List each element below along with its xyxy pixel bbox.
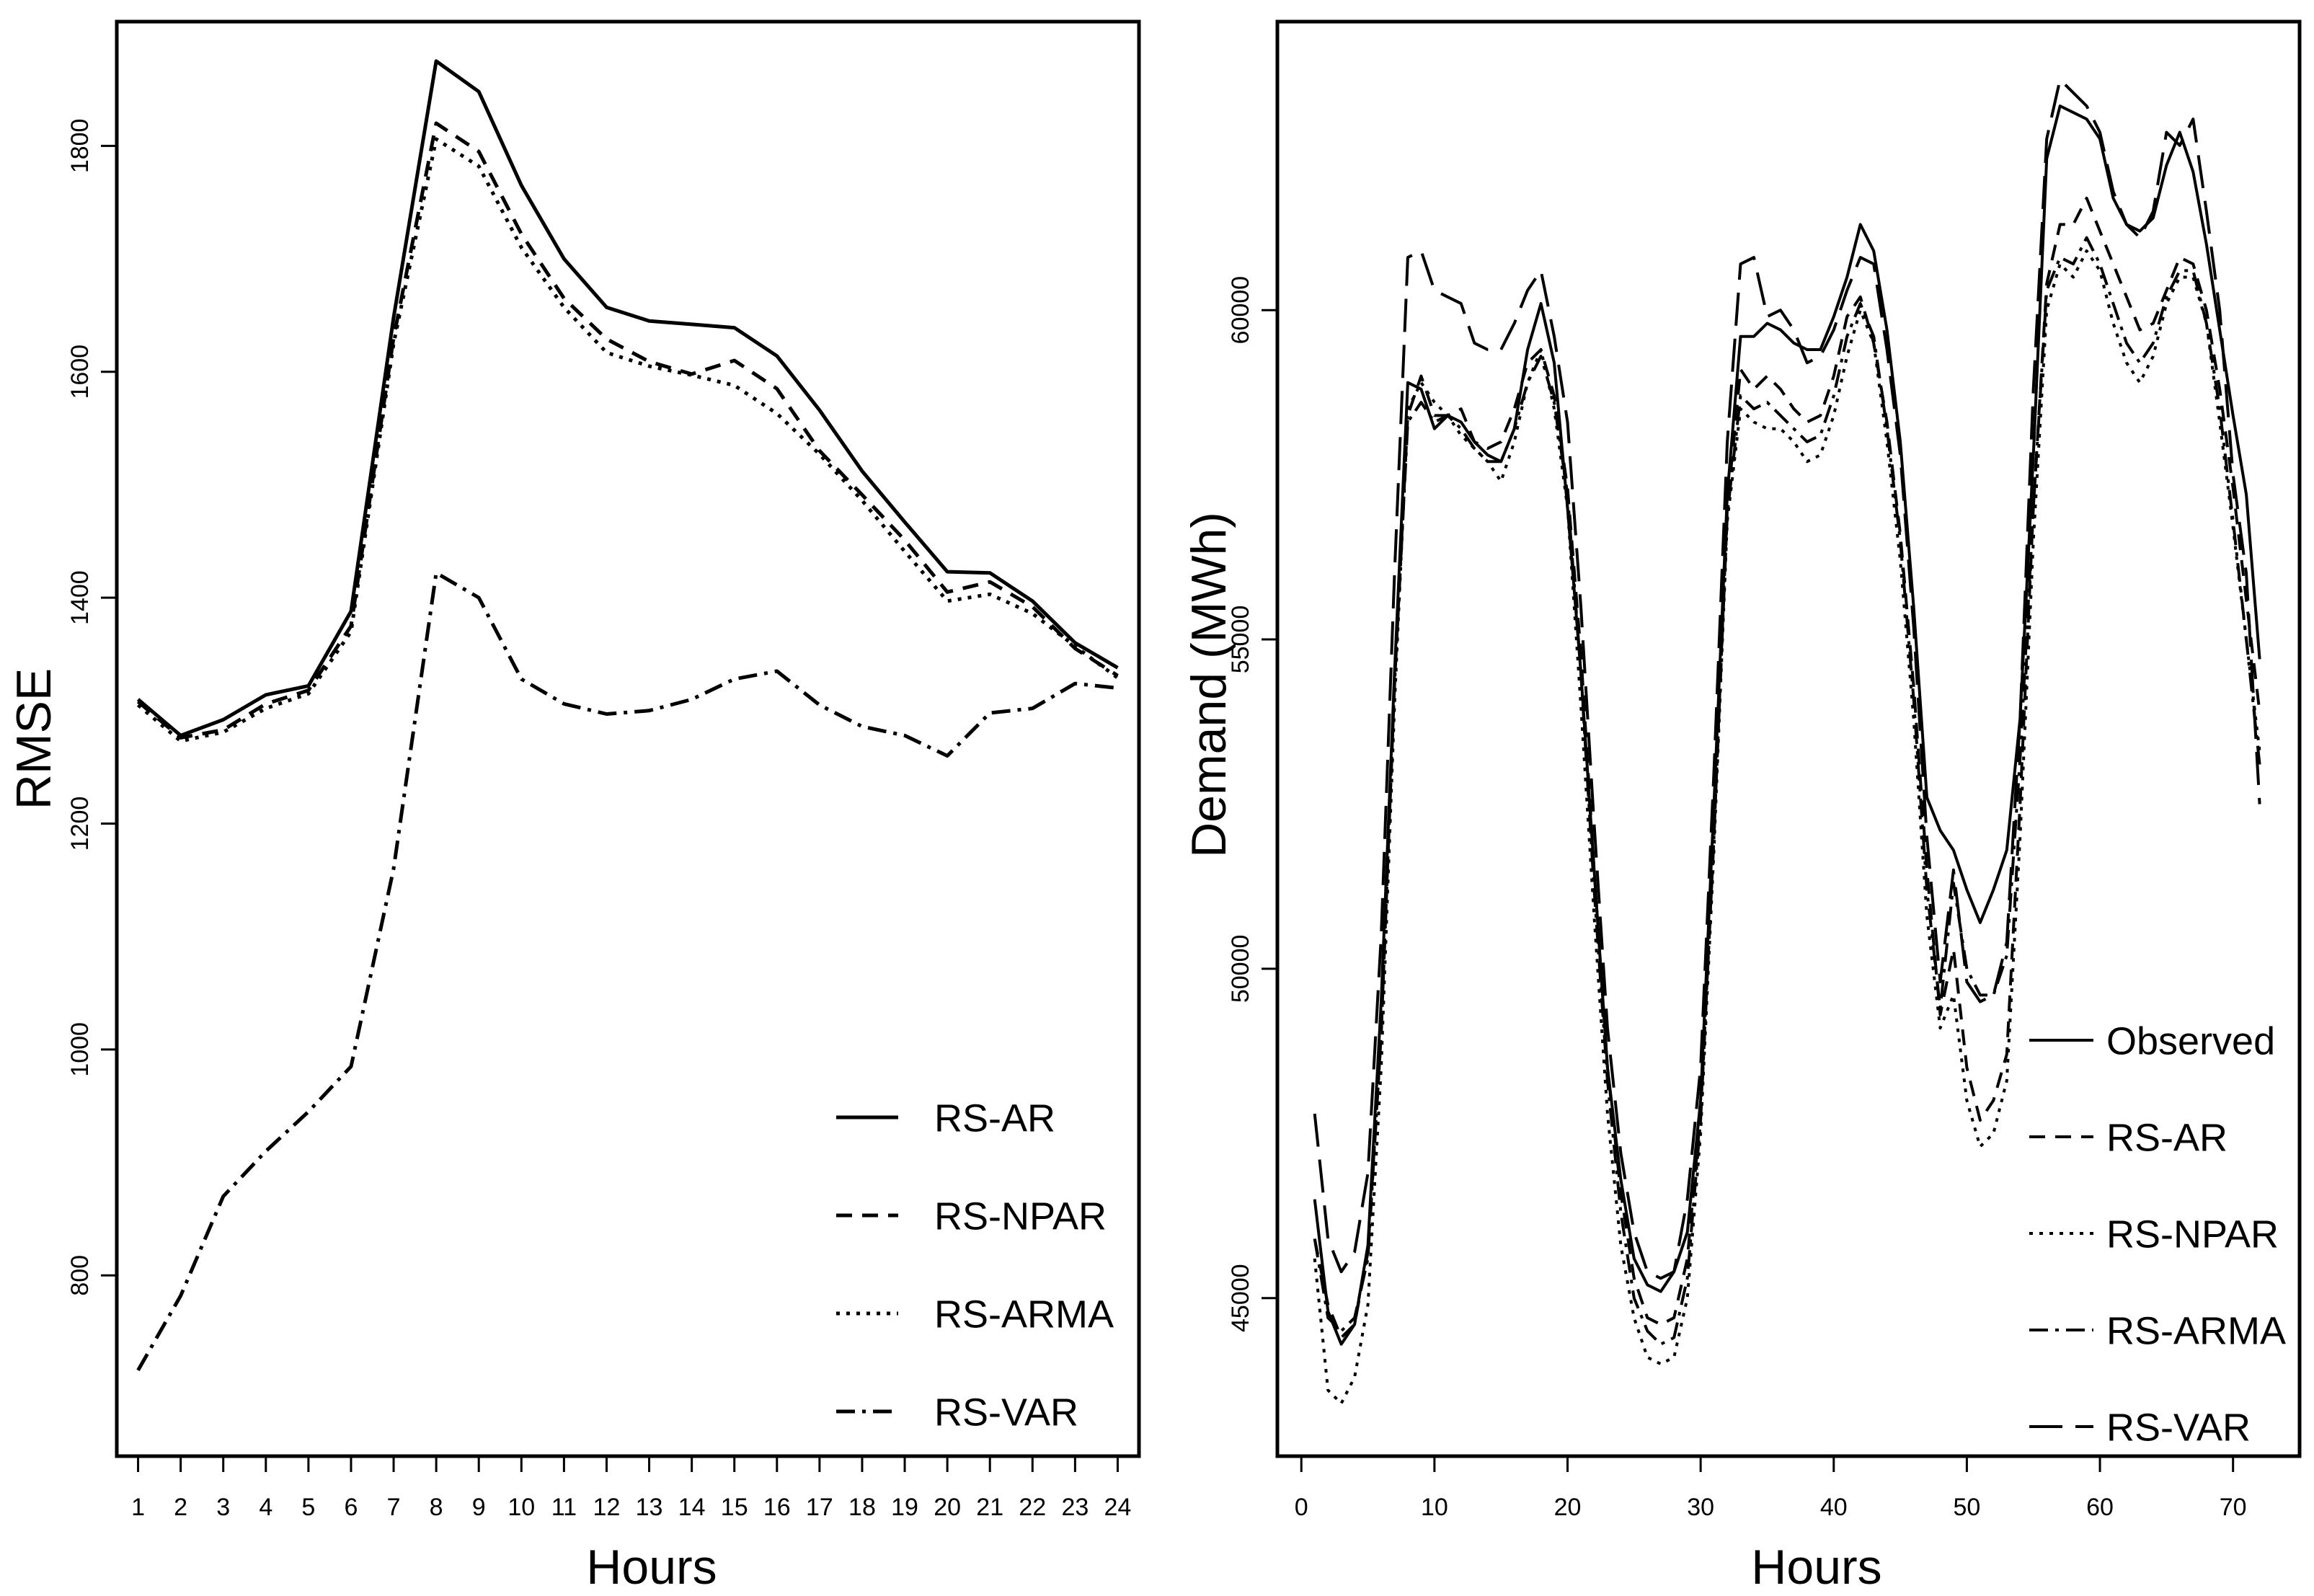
demand-x-ticks: 0 10 20 30 40 50 60 70	[1295, 1456, 2247, 1521]
series-line-rs-arma	[1313, 236, 2261, 1346]
rmse-y-axis-title: RMSE	[6, 668, 61, 810]
x-tick-label: 17	[806, 1494, 833, 1521]
x-tick-label: 70	[2220, 1494, 2247, 1521]
x-tick-label: 15	[721, 1494, 748, 1521]
x-tick-label: 20	[1554, 1494, 1582, 1521]
x-tick-label: 13	[636, 1494, 663, 1521]
demand-y-axis-title: Demand (MWh)	[1182, 512, 1236, 858]
legend-label: RS-VAR	[2106, 1406, 2251, 1449]
legend-label: RS-AR	[934, 1096, 1055, 1140]
legend-label: RS-NPAR	[2106, 1212, 2279, 1256]
series-line-rs-arma	[136, 137, 1119, 743]
x-tick-label: 40	[1820, 1494, 1848, 1521]
x-tick-label: 24	[1104, 1494, 1132, 1521]
x-tick-label: 4	[259, 1494, 272, 1521]
y-tick-label: 50000	[1227, 935, 1254, 1003]
rmse-series-lines	[136, 59, 1119, 1372]
y-tick-label: 800	[66, 1255, 94, 1296]
x-tick-label: 7	[387, 1494, 401, 1521]
x-tick-label: 6	[344, 1494, 358, 1521]
series-line-rs-ar	[1313, 196, 2261, 1339]
y-tick-label: 45000	[1227, 1264, 1254, 1332]
y-tick-label: 1800	[66, 119, 94, 174]
x-tick-label: 14	[678, 1494, 706, 1521]
rmse-x-ticks: 1 2 3 4 5 6 7 8 9 10 11 12 13 14 15 16 17 18 19 20 21 22 23 24	[131, 1456, 1131, 1521]
series-line-rs-ar	[136, 59, 1119, 737]
x-tick-label: 9	[472, 1494, 486, 1521]
x-tick-label: 1	[131, 1494, 145, 1521]
rmse-y-ticks: 800 1000 1200 1400 1600 1800	[66, 119, 117, 1296]
legend-label: RS-NPAR	[934, 1194, 1107, 1238]
x-tick-label: 21	[976, 1494, 1003, 1521]
rmse-plot-frame	[115, 19, 1141, 1458]
x-tick-label: 23	[1061, 1494, 1089, 1521]
series-line-rs-npar	[136, 121, 1119, 740]
x-tick-label: 5	[301, 1494, 315, 1521]
x-tick-label: 30	[1687, 1494, 1714, 1521]
rmse-panel: 1 2 3 4 5 6 7 8 9 10 11 12 13 14 15 16 17 18 19 20 21 22 23 24 …	[6, 19, 1141, 1595]
y-tick-label: 1600	[66, 345, 94, 399]
y-tick-label: 60000	[1227, 276, 1254, 345]
x-tick-label: 12	[593, 1494, 621, 1521]
demand-y-ticks: 45000 50000 55000 60000	[1227, 276, 1277, 1332]
legend-label: Observed	[2106, 1019, 2275, 1063]
y-tick-label: 55000	[1227, 606, 1254, 674]
demand-legend: Observed RS-AR RS-NPAR RS-ARMA RS-VAR	[2029, 1019, 2286, 1449]
x-tick-label: 20	[934, 1494, 961, 1521]
legend-label: RS-ARMA	[2106, 1309, 2286, 1352]
x-tick-label: 10	[1421, 1494, 1448, 1521]
legend-label: RS-ARMA	[934, 1293, 1114, 1336]
x-tick-label: 50	[1953, 1494, 1980, 1521]
rmse-legend: RS-AR RS-NPAR RS-ARMA RS-VAR	[836, 1096, 1114, 1434]
demand-panel: 0 10 20 30 40 50 60 70 45000 50000 55000 60000 Obs…	[1182, 19, 2302, 1595]
x-tick-label: 8	[430, 1494, 443, 1521]
series-line-rs-var	[1313, 78, 2261, 1280]
x-tick-label: 22	[1019, 1494, 1046, 1521]
x-tick-label: 18	[848, 1494, 876, 1521]
x-tick-label: 10	[507, 1494, 535, 1521]
y-tick-label: 1400	[66, 570, 94, 625]
x-tick-label: 16	[763, 1494, 791, 1521]
rmse-x-axis-title: Hours	[586, 1540, 717, 1595]
legend-label: RS-VAR	[934, 1391, 1078, 1434]
demand-x-axis-title: Hours	[1751, 1540, 1881, 1595]
x-tick-label: 3	[216, 1494, 230, 1521]
x-tick-label: 60	[2086, 1494, 2114, 1521]
x-tick-label: 19	[891, 1494, 918, 1521]
x-tick-label: 0	[1295, 1494, 1308, 1521]
y-tick-label: 1000	[66, 1022, 94, 1077]
x-tick-label: 2	[174, 1494, 187, 1521]
x-tick-label: 11	[551, 1494, 577, 1521]
series-line-rs-var	[136, 571, 1118, 1372]
y-tick-label: 1200	[66, 797, 94, 851]
demand-series-lines	[1313, 78, 2261, 1405]
legend-label: RS-AR	[2106, 1116, 2227, 1159]
